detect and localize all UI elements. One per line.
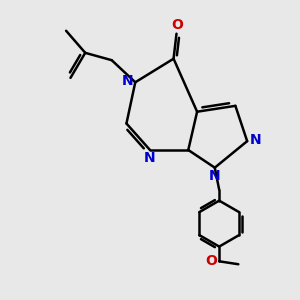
Text: O: O xyxy=(205,254,217,268)
Text: N: N xyxy=(250,133,261,147)
Text: N: N xyxy=(144,151,156,165)
Text: N: N xyxy=(122,74,134,88)
Text: O: O xyxy=(171,19,183,32)
Text: N: N xyxy=(209,169,220,184)
